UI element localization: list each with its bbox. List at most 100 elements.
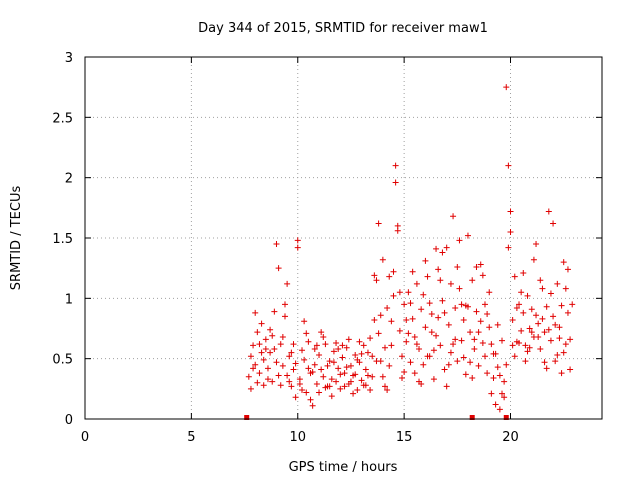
data-point (416, 346, 423, 353)
data-point (284, 372, 291, 379)
data-point (492, 401, 499, 408)
data-point (503, 84, 510, 91)
data-point (411, 370, 418, 377)
data-point (284, 280, 291, 287)
data-point (445, 321, 452, 328)
data-point (567, 336, 574, 343)
data-point (407, 300, 414, 307)
y-tick-label: 2 (65, 172, 73, 187)
data-point (501, 378, 508, 385)
data-point (381, 344, 388, 351)
data-point (511, 353, 518, 360)
data-point (552, 358, 559, 365)
data-point (247, 353, 254, 360)
data-point (386, 362, 393, 369)
data-point (420, 361, 427, 368)
data-point (569, 301, 576, 308)
data-point (281, 313, 288, 320)
data-point (258, 320, 265, 327)
axis-markers (244, 415, 509, 420)
data-point (356, 338, 363, 345)
data-point (262, 346, 269, 353)
data-point (437, 277, 444, 284)
data-point (484, 311, 491, 318)
data-point (360, 382, 367, 389)
data-point (533, 241, 540, 248)
data-point (541, 329, 548, 336)
data-point (250, 365, 257, 372)
data-point (262, 336, 269, 343)
data-point (411, 333, 418, 340)
data-point (484, 370, 491, 377)
data-point (443, 244, 450, 251)
data-point (499, 337, 506, 344)
axis-marker (469, 415, 475, 420)
data-point (292, 360, 299, 367)
data-point (320, 373, 327, 380)
data-point (279, 333, 286, 340)
data-point (322, 384, 329, 391)
data-point (430, 376, 437, 383)
data-point (550, 220, 557, 227)
data-point (471, 346, 478, 353)
data-point (520, 269, 527, 276)
data-point (333, 378, 340, 385)
data-point (545, 326, 552, 333)
y-axis-label: SRMTID / TECUs (9, 186, 24, 291)
data-point (424, 353, 431, 360)
data-points (245, 84, 576, 413)
data-point (496, 372, 503, 379)
data-point (399, 374, 406, 381)
data-point (377, 312, 384, 319)
axis-marker (244, 415, 250, 420)
data-point (413, 280, 420, 287)
data-point (347, 378, 354, 385)
data-point (401, 301, 408, 308)
data-point (269, 378, 276, 385)
data-point (371, 317, 378, 324)
data-point (269, 332, 276, 339)
data-point (343, 344, 350, 351)
data-point (288, 349, 295, 356)
data-point (264, 365, 271, 372)
data-point (403, 317, 410, 324)
data-point (286, 378, 293, 385)
data-point (286, 353, 293, 360)
data-point (339, 342, 346, 349)
data-point (458, 337, 465, 344)
data-point (462, 302, 469, 309)
data-point (281, 301, 288, 308)
data-point (462, 371, 469, 378)
data-point (496, 406, 503, 413)
data-point (507, 208, 514, 215)
data-point (550, 313, 557, 320)
data-point (290, 341, 297, 348)
data-point (271, 308, 278, 315)
data-point (556, 335, 563, 342)
data-point (337, 385, 344, 392)
data-point (422, 257, 429, 264)
data-point (341, 370, 348, 377)
data-point (537, 346, 544, 353)
data-point (494, 321, 501, 328)
data-point (294, 244, 301, 251)
data-point (354, 387, 361, 394)
data-point (390, 268, 397, 275)
y-tick-label: 1.5 (52, 232, 73, 247)
data-point (292, 394, 299, 401)
data-point (460, 317, 467, 324)
data-point (554, 280, 561, 287)
data-point (494, 364, 501, 371)
data-point (328, 393, 335, 400)
data-point (403, 338, 410, 345)
data-point (454, 263, 461, 270)
data-point (535, 333, 542, 340)
data-point (409, 268, 416, 275)
data-point (326, 383, 333, 390)
data-point (401, 368, 408, 375)
data-point (416, 378, 423, 385)
data-point (362, 366, 369, 373)
x-tick-label: 5 (187, 430, 195, 445)
data-point (433, 245, 440, 252)
